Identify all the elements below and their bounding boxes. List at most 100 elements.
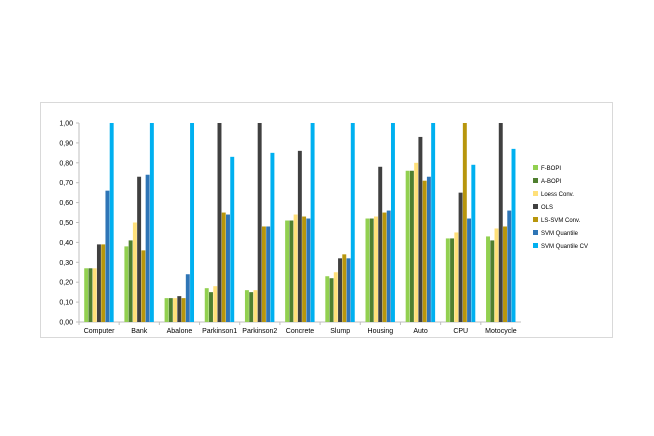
x-tick-label: Motocycle — [485, 328, 517, 335]
bar — [141, 250, 146, 322]
bar — [230, 156, 235, 322]
bar — [462, 123, 467, 322]
bar — [177, 296, 182, 322]
y-tick-label: 0,20 — [59, 280, 73, 287]
bar-chart: 0,00 0,10 0,20 0,30 0,40 0,50 0,60 0,70 0,80 0,90… — [59, 121, 588, 336]
bar — [128, 240, 133, 322]
legend: F-BOPI A-BOPI Loess Conv. OLS LS-SVM Conv. SV… — [533, 165, 588, 250]
x-tick-label: CPU — [453, 328, 468, 335]
bar — [109, 123, 114, 322]
x-axis: Computer Bank Abalone Parkinson1 Parkinson2 C… — [78, 321, 521, 335]
bar — [386, 210, 391, 322]
legend-entry: SVM Quantile — [541, 231, 579, 237]
legend-swatch — [533, 191, 538, 196]
bar — [84, 268, 89, 322]
bar — [310, 123, 315, 322]
bar — [124, 246, 129, 322]
bar — [226, 214, 230, 322]
bar — [346, 258, 351, 322]
x-tick-label: Slump — [330, 328, 350, 335]
y-tick-label: 0,30 — [59, 260, 73, 267]
legend-entry: LS-SVM Conv. — [541, 218, 581, 224]
bar — [338, 258, 343, 322]
bar — [190, 123, 195, 322]
bar — [426, 176, 431, 322]
bar — [333, 272, 338, 322]
legend-entry: SVM Quantile CV — [541, 244, 588, 250]
y-tick-label: 0,80 — [59, 160, 73, 167]
y-tick-label: 1,00 — [59, 121, 73, 128]
y-tick-label: 0,60 — [59, 200, 73, 207]
x-tick-label: Concrete — [286, 328, 315, 335]
bar — [257, 123, 262, 322]
bar — [431, 123, 436, 322]
bar — [181, 298, 186, 322]
y-axis: 0,00 0,10 0,20 0,30 0,40 0,50 0,60 0,70 0,80 0,90… — [59, 121, 80, 327]
bar — [342, 254, 347, 322]
bar — [285, 220, 290, 322]
bar — [302, 216, 307, 322]
x-tick-label: Computer — [84, 328, 115, 335]
bar — [149, 123, 154, 322]
bar — [503, 226, 507, 322]
bar — [164, 298, 169, 322]
bar — [261, 226, 266, 322]
bar — [445, 238, 450, 322]
bar — [168, 298, 173, 322]
bar — [132, 222, 137, 322]
x-tick-label: Parkinson2 — [242, 328, 277, 335]
bar — [289, 220, 294, 322]
bar — [405, 170, 410, 322]
bar — [266, 226, 271, 322]
y-tick-label: 0,50 — [59, 220, 73, 227]
bar — [494, 228, 499, 322]
legend-swatch — [533, 165, 538, 170]
bar — [458, 192, 463, 322]
bar — [422, 180, 427, 322]
bar — [454, 232, 459, 322]
x-tick-label: Parkinson1 — [202, 328, 237, 335]
y-tick-label: 0,10 — [59, 300, 73, 307]
bar — [369, 218, 374, 322]
bar — [450, 238, 455, 322]
bar — [88, 268, 93, 322]
bar — [325, 276, 330, 322]
legend-swatch — [533, 243, 538, 248]
bar — [414, 162, 419, 322]
bar — [293, 214, 298, 322]
y-tick-label: 0,70 — [59, 180, 73, 187]
bar — [92, 268, 97, 322]
legend-entry: OLS — [541, 205, 553, 211]
x-tick-label: Housing — [368, 328, 394, 335]
x-tick-label: Abalone — [167, 328, 193, 335]
bar — [270, 152, 275, 322]
bar — [137, 176, 142, 322]
bar — [378, 166, 383, 322]
y-tick-label: 0,40 — [59, 240, 73, 247]
bar — [105, 190, 110, 322]
y-tick-label: 0,00 — [59, 320, 73, 327]
bar — [365, 218, 370, 322]
bar — [253, 290, 258, 322]
x-tick-label: Auto — [413, 328, 428, 335]
bar — [145, 174, 150, 322]
bar — [498, 123, 503, 322]
bar — [467, 218, 472, 322]
bar — [244, 290, 249, 322]
bar — [350, 123, 355, 322]
bar — [471, 164, 476, 322]
y-tick-label: 0,90 — [59, 140, 73, 147]
bar — [213, 286, 218, 322]
bar — [204, 288, 209, 322]
bar — [409, 170, 414, 322]
bar — [373, 216, 378, 322]
bar — [507, 210, 512, 322]
bar — [306, 218, 311, 322]
legend-swatch — [533, 217, 538, 222]
bar — [390, 123, 395, 322]
bar — [101, 244, 106, 322]
legend-swatch — [533, 204, 538, 209]
bars — [84, 123, 516, 322]
bar — [217, 123, 222, 322]
legend-entry: Loess Conv. — [541, 192, 574, 198]
